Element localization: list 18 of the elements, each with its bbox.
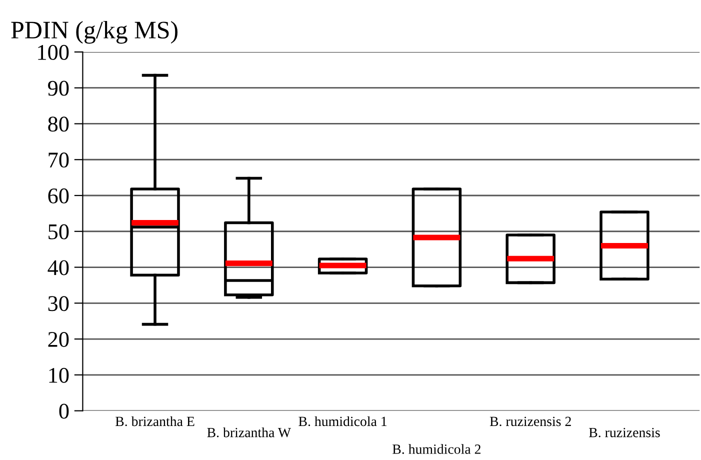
x-tick-label: B. brizantha W	[207, 427, 291, 438]
y-tick-label: 10	[49, 368, 69, 383]
y-tick-label: 30	[48, 296, 69, 312]
y-tick-label: 20	[48, 332, 69, 347]
y-tick-label: 70	[48, 152, 69, 168]
y-tick-label: 90	[48, 80, 69, 96]
y-axis-title: PDIN (g/kg MS)	[11, 20, 178, 44]
x-tick-label: B. ruzizensis	[589, 428, 660, 438]
x-tick-label: B. humidicola 1	[298, 416, 387, 426]
y-tick-label: 100	[38, 44, 69, 60]
x-tick-label: B. humidicola 2	[392, 444, 480, 454]
y-tick-label: 60	[48, 188, 69, 204]
y-tick-label: 40	[48, 260, 69, 276]
y-tick-label: 80	[48, 116, 69, 132]
y-tick-label: 0	[59, 404, 69, 419]
x-tick-label: B. ruzizensis 2	[490, 416, 571, 426]
x-tick-label: B. brizantha E	[116, 416, 194, 426]
y-tick-label: 50	[48, 224, 69, 240]
